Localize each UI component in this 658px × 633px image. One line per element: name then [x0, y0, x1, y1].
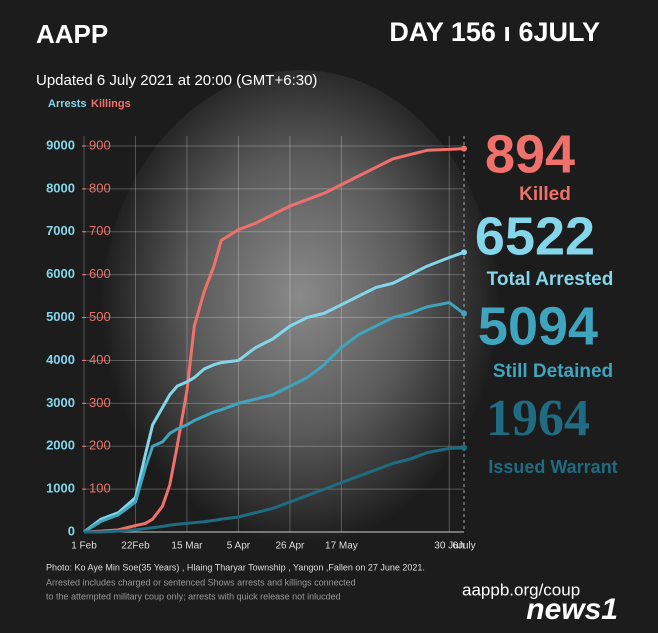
logo: news1 — [526, 593, 618, 626]
end-dot — [461, 444, 467, 451]
callout-value: 5094 — [478, 296, 598, 356]
day-label: DAY 156 ı 6JULY — [389, 17, 600, 47]
series-line — [84, 446, 465, 534]
y-tick-label: 7000 — [46, 223, 75, 238]
y-tick-label: 1000 — [46, 481, 75, 496]
y-tick-label: 6000 — [46, 266, 75, 281]
y-tick-label: 8000 — [46, 180, 75, 195]
url: aappb.org/coup — [462, 580, 580, 599]
series-line — [83, 147, 465, 534]
callout-value: 1964 — [486, 390, 590, 447]
legend-label: Still Detained — [493, 361, 613, 382]
y2-tick-label: 400 — [89, 352, 111, 367]
end-dot — [461, 310, 467, 317]
x-tick-label: 1 Feb — [71, 541, 97, 552]
callout-value: 894 — [485, 124, 575, 184]
x-tick-label: 30 Jun — [434, 541, 464, 552]
y2-tick-label: 900 — [89, 137, 111, 152]
y2-tick-label: 600 — [89, 266, 111, 281]
series-line — [83, 301, 465, 534]
legend-label: Killed — [519, 184, 571, 205]
end-dot — [461, 145, 467, 152]
y2-tick-label: 500 — [89, 309, 111, 324]
x-tick-label: 17 May — [325, 541, 358, 552]
y-tick-label: 2000 — [46, 438, 75, 453]
chart-title: Updated 6 July 2021 at 20:00 (GMT+6:30) — [36, 72, 317, 89]
series-line — [83, 250, 465, 534]
y-tick-label: 9000 — [46, 137, 75, 152]
y-tick-label: 5000 — [46, 309, 75, 324]
y2-tick-label: 100 — [89, 481, 111, 496]
x-tick-label: 22Feb — [121, 541, 150, 552]
y-tick-label: 4000 — [46, 352, 75, 367]
y2-tick-label: 800 — [89, 180, 111, 195]
x-tick-label: 26 Apr — [275, 541, 305, 552]
y2-tick-label: 300 — [89, 395, 111, 410]
brand: AAPP — [36, 19, 108, 49]
end-dot — [461, 249, 467, 256]
legend-label: Total Arrested — [487, 269, 614, 290]
y-tick-label: 3000 — [46, 395, 75, 410]
note: to the attempted military coup only; arr… — [46, 591, 341, 601]
y2-axis-label: Killings — [91, 98, 131, 110]
x-tick-label: 6July — [452, 541, 475, 552]
y2-tick-label: 200 — [89, 438, 111, 453]
legend-label: Issued Warrant — [488, 457, 617, 477]
note: Arrested includes charged or sentenced S… — [46, 577, 356, 587]
y-tick-label: 0 — [68, 523, 75, 538]
callout-value: 6522 — [475, 206, 595, 266]
y-axis-label: Arrests — [48, 98, 87, 110]
x-tick-label: 15 Mar — [171, 541, 203, 552]
y2-tick-label: 700 — [89, 223, 111, 238]
note: Photo: Ko Aye Min Soe(35 Years) , Hlaing… — [46, 562, 425, 572]
x-tick-label: 5 Apr — [227, 541, 251, 552]
